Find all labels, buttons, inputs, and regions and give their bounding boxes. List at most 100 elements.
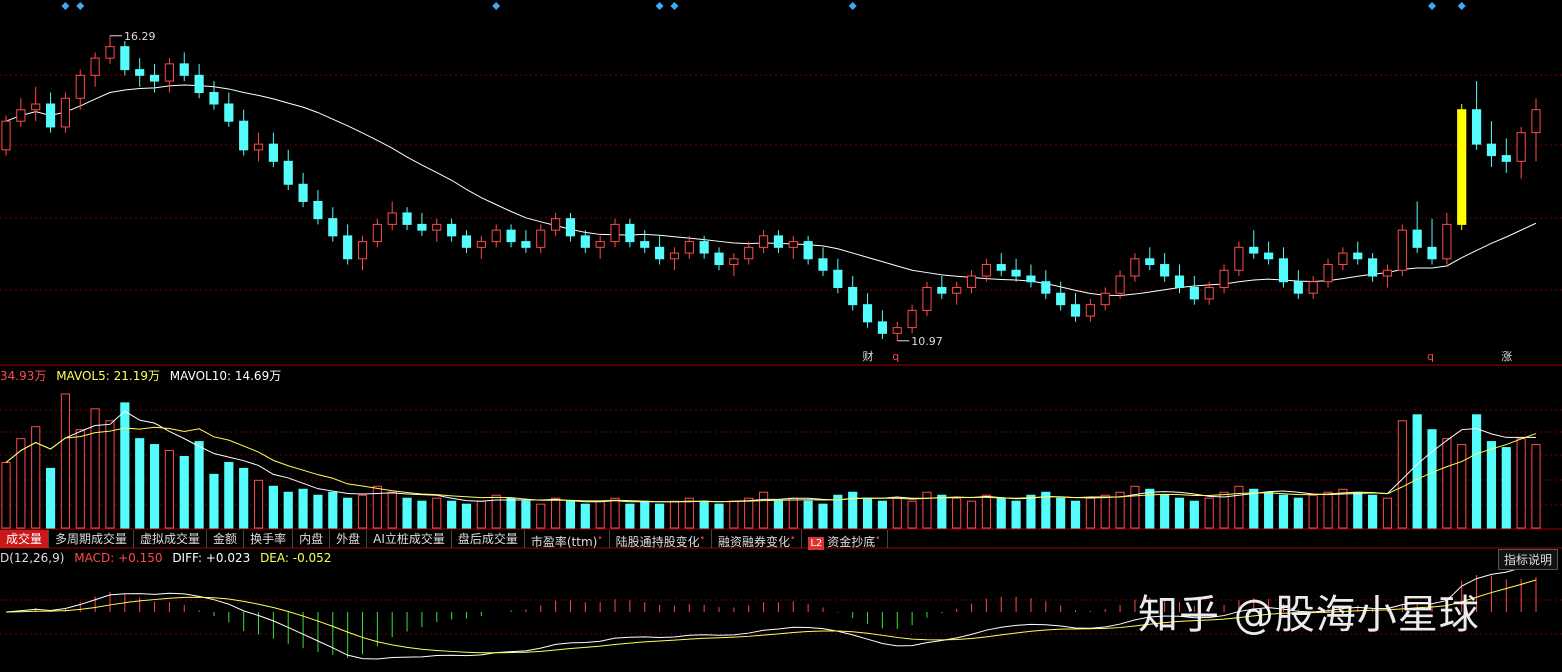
candle-body [1471, 109, 1482, 145]
indicator-help-button[interactable]: 指标说明 [1497, 549, 1558, 570]
volume-bar [877, 500, 887, 529]
volume-bar [387, 491, 397, 529]
tab-after-hours-volume[interactable]: 盘后成交量 [452, 530, 525, 548]
candle-body [729, 258, 739, 266]
volume-bar [521, 500, 531, 529]
volume-bar [1249, 488, 1259, 529]
candle-body [1085, 304, 1095, 317]
volume-bar [729, 500, 739, 529]
tab-multi-period-volume[interactable]: 多周期成交量 [49, 530, 135, 548]
candle-body [506, 229, 516, 243]
volume-bar [1219, 491, 1229, 529]
macd-value: MACD: +0.150 [74, 551, 163, 565]
volume-bar [1427, 429, 1437, 529]
candle-body [1234, 246, 1244, 271]
volume-bar [922, 491, 932, 529]
candle-body [1, 120, 11, 151]
candle-body [907, 309, 917, 329]
tab-bottom-fishing[interactable]: L2 资金抄底• [802, 530, 888, 550]
top-diamond-marker [1428, 2, 1437, 10]
top-diamond-marker [848, 2, 857, 10]
tab-ai-volume[interactable]: AI立桩成交量 [367, 530, 452, 548]
tab-northbound-holding[interactable]: 陆股通持股变化• [610, 530, 712, 549]
candle-body [387, 212, 397, 225]
volume-bar [1174, 497, 1185, 529]
candle-body [625, 223, 635, 243]
volume-bar [1070, 500, 1081, 529]
diff-value: DIFF: +0.023 [172, 551, 251, 565]
candle-body [1145, 258, 1155, 266]
candle-body [194, 74, 204, 94]
volume-bar [1501, 447, 1511, 529]
volume-bar [595, 500, 605, 529]
candle-body [773, 235, 784, 248]
event-marker: 财 [863, 349, 874, 363]
volume-bar [580, 503, 590, 529]
tab-amount[interactable]: 金额 [207, 530, 245, 548]
volume-bar [803, 500, 813, 529]
volume-bar [848, 491, 858, 529]
volume-bar [1204, 497, 1214, 529]
candle-body [268, 143, 278, 162]
volume-bar [1471, 414, 1482, 529]
tab-outer-disk[interactable]: 外盘 [330, 530, 368, 548]
volume-bar [1486, 441, 1497, 529]
volume-bar [907, 500, 917, 529]
tab-volume[interactable]: 成交量 [0, 530, 50, 548]
event-marker: q [892, 350, 899, 363]
candle-body [788, 241, 798, 248]
volume-bar [1056, 497, 1066, 529]
volume-bar [937, 494, 947, 529]
tab-inner-disk[interactable]: 内盘 [293, 530, 331, 548]
macd-legend: D(12,26,9) MACD: +0.150 DIFF: +0.023 DEA… [0, 551, 337, 565]
high-price-label: 16.29 [124, 30, 156, 43]
candle-body [476, 241, 486, 248]
tab-margin-change[interactable]: 融资融券变化• [712, 530, 803, 549]
volume-bar [105, 420, 115, 529]
candle-body [1397, 229, 1407, 271]
candle-body [357, 241, 368, 260]
candle-body [833, 269, 843, 288]
volume-bar [16, 438, 26, 529]
volume-bar [1264, 491, 1274, 529]
dea-value: DEA: -0.052 [260, 551, 332, 565]
tab-turnover[interactable]: 换手率 [244, 530, 294, 548]
top-diamond-marker [61, 2, 70, 10]
tab-pe-ttm[interactable]: 市盈率(ttm)• [525, 530, 610, 549]
volume-bar [75, 429, 85, 529]
candle-body [996, 264, 1006, 271]
candle-body [699, 241, 709, 254]
mavol5-line [5, 410, 1536, 503]
candle-body [1174, 275, 1185, 288]
candle-body [714, 252, 724, 266]
tab-virtual-volume[interactable]: 虚拟成交量 [134, 530, 208, 548]
candle-body [981, 264, 991, 277]
candle-body [432, 223, 442, 231]
candle-body [31, 103, 41, 111]
l2-badge: L2 [808, 537, 825, 550]
volume-bar [194, 441, 204, 529]
volume-bar [1412, 414, 1422, 529]
dea-line [5, 579, 1537, 654]
volume-bar [1189, 500, 1199, 529]
volume-bar [862, 497, 873, 529]
volume-bar [45, 467, 56, 529]
volume-bar [447, 500, 457, 529]
candle-body [862, 304, 873, 323]
volume-bar [357, 494, 368, 529]
candle-body [253, 143, 264, 151]
volume-bar [60, 393, 71, 529]
volume-bar [1145, 488, 1155, 529]
candle-body [1457, 109, 1467, 225]
candle-body [491, 229, 501, 243]
candle-body [1070, 304, 1081, 317]
candle-body [1382, 269, 1393, 277]
candle-body [1056, 292, 1066, 306]
candle-body [1486, 143, 1497, 157]
candle-body [1100, 292, 1110, 306]
candle-body [1011, 269, 1021, 277]
volume-bar [1085, 497, 1095, 529]
volume-bar [565, 500, 576, 529]
volume-bar [1011, 500, 1021, 529]
